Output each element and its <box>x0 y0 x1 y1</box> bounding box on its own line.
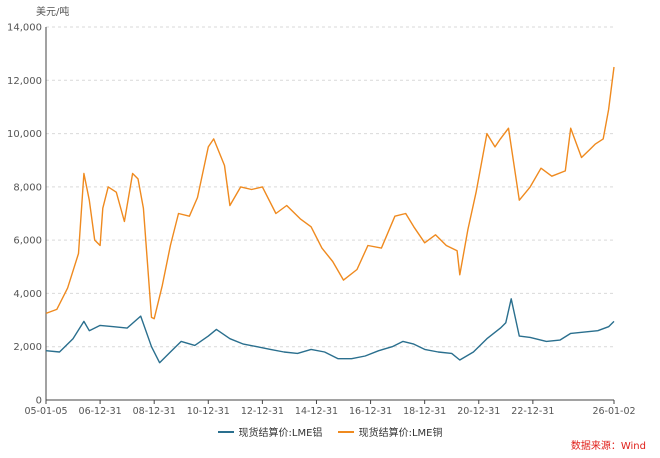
x-tick-label: 10-12-31 <box>187 406 230 417</box>
x-tick-label: 26-01-02 <box>592 406 635 417</box>
y-axis: 0 2,000 4,000 6,000 8,000 10,000 12,000 14,000 <box>7 23 47 407</box>
series-line-copper <box>45 66 615 320</box>
x-tick-label: 18-12-31 <box>403 406 446 417</box>
y-tick-label: 4,000 <box>13 289 42 300</box>
y-tick-label: 8,000 <box>13 182 42 193</box>
data-source-note: 数据来源：Wind <box>570 441 646 452</box>
y-tick-label: 0 <box>36 396 42 407</box>
legend-item-copper[interactable]: 现货结算价:LME铜 <box>337 424 443 439</box>
x-tick-label: 05-01-05 <box>24 406 67 417</box>
series-line-aluminum <box>45 298 615 364</box>
legend-item-aluminum[interactable]: 现货结算价:LME铝 <box>217 424 323 439</box>
x-tick-label: 14-12-31 <box>295 406 338 417</box>
x-axis: 05-01-05 06-12-31 08-12-31 10-12-31 12-12-31… <box>24 399 636 417</box>
gridlines <box>46 26 614 348</box>
x-tick-label: 22-12-31 <box>511 406 554 417</box>
legend: 现货结算价:LME铝 现货结算价:LME铜 <box>0 424 660 439</box>
legend-swatch-aluminum <box>217 430 234 433</box>
legend-swatch-copper <box>337 430 354 433</box>
y-tick-label: 10,000 <box>7 129 42 140</box>
x-tick-label: 16-12-31 <box>349 406 392 417</box>
y-axis-label: 美元/吨 <box>36 5 69 18</box>
legend-label-aluminum: 现货结算价:LME铝 <box>238 428 323 439</box>
y-tick-label: 2,000 <box>13 342 42 353</box>
legend-label-copper: 现货结算价:LME铜 <box>358 428 443 439</box>
y-tick-label: 12,000 <box>7 76 42 87</box>
x-tick-label: 06-12-31 <box>79 406 122 417</box>
x-tick-label: 12-12-31 <box>241 406 284 417</box>
x-tick-label: 08-12-31 <box>133 406 176 417</box>
x-tick-label: 20-12-31 <box>457 406 500 417</box>
y-tick-label: 6,000 <box>13 236 42 247</box>
y-tick-label: 14,000 <box>7 23 42 34</box>
plot-area <box>45 66 615 364</box>
